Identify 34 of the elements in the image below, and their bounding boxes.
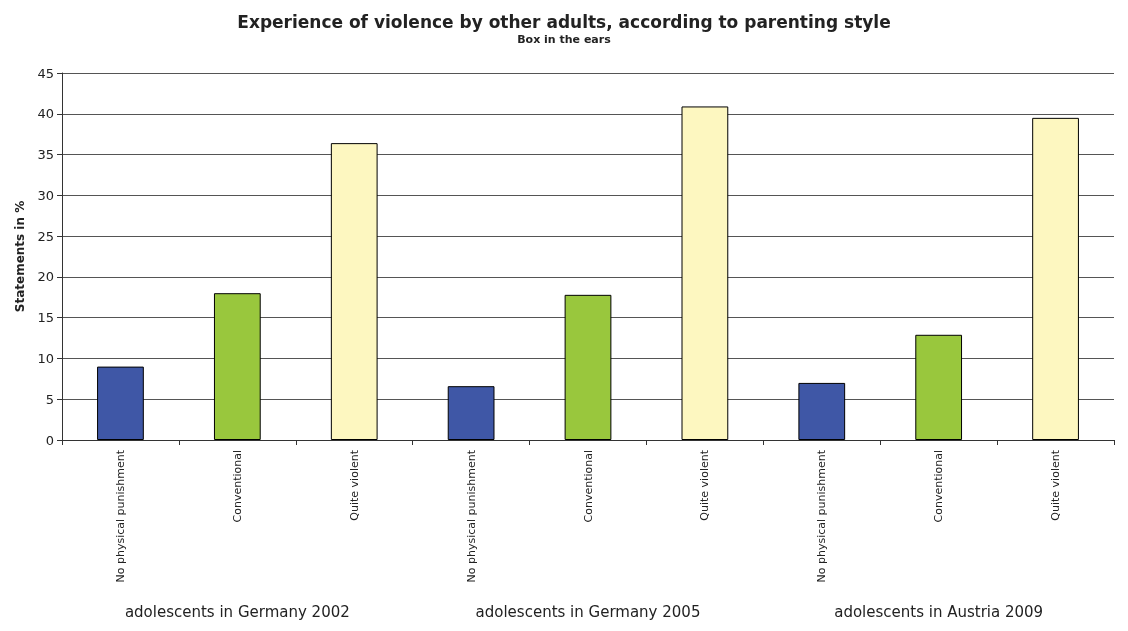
text: adolescents in Germany 2002 — [124, 603, 350, 621]
x-tick-label: No physical punishment — [113, 449, 127, 583]
y-tick-label: 35 — [37, 147, 54, 163]
x-tick-label: Conventional — [581, 450, 595, 523]
bar — [213, 293, 261, 440]
x-tick-label: Quite violent — [1049, 449, 1063, 521]
bar — [330, 143, 378, 440]
y-tick-label: 30 — [37, 187, 54, 203]
x-tick-label: Quite violent — [698, 449, 712, 521]
y-tick-label: 40 — [37, 106, 54, 122]
y-tick-label: 45 — [37, 65, 54, 81]
text: adolescents in Austria 2009 — [834, 603, 1044, 621]
y-tick-label: 15 — [37, 310, 54, 326]
text: adolescents in Germany 2005 — [475, 603, 701, 621]
y-tick-label: 20 — [37, 269, 54, 285]
y-tick-label: 0 — [45, 432, 54, 448]
x-tick-label: No physical punishment — [464, 449, 478, 583]
bar — [915, 334, 963, 440]
bar — [798, 382, 846, 440]
chart-title: Experience of violence by other adults, according to parenting style — [237, 11, 891, 32]
y-tick-label: 10 — [37, 350, 54, 366]
x-tick-label: No physical punishment — [815, 449, 829, 583]
y-tick-label: 25 — [37, 228, 54, 244]
chart-subtitle: Box in the ears — [517, 33, 612, 46]
bar — [564, 294, 612, 440]
y-tick-label: 5 — [45, 391, 54, 407]
x-tick-label: Conventional — [230, 450, 244, 523]
bar — [97, 366, 144, 440]
x-tick-label: Quite violent — [347, 449, 361, 521]
bar — [681, 106, 729, 440]
x-tick-label: Conventional — [932, 450, 946, 523]
bar — [1032, 117, 1079, 440]
y-axis-title: Statements in % — [13, 200, 27, 313]
bar — [447, 386, 495, 440]
